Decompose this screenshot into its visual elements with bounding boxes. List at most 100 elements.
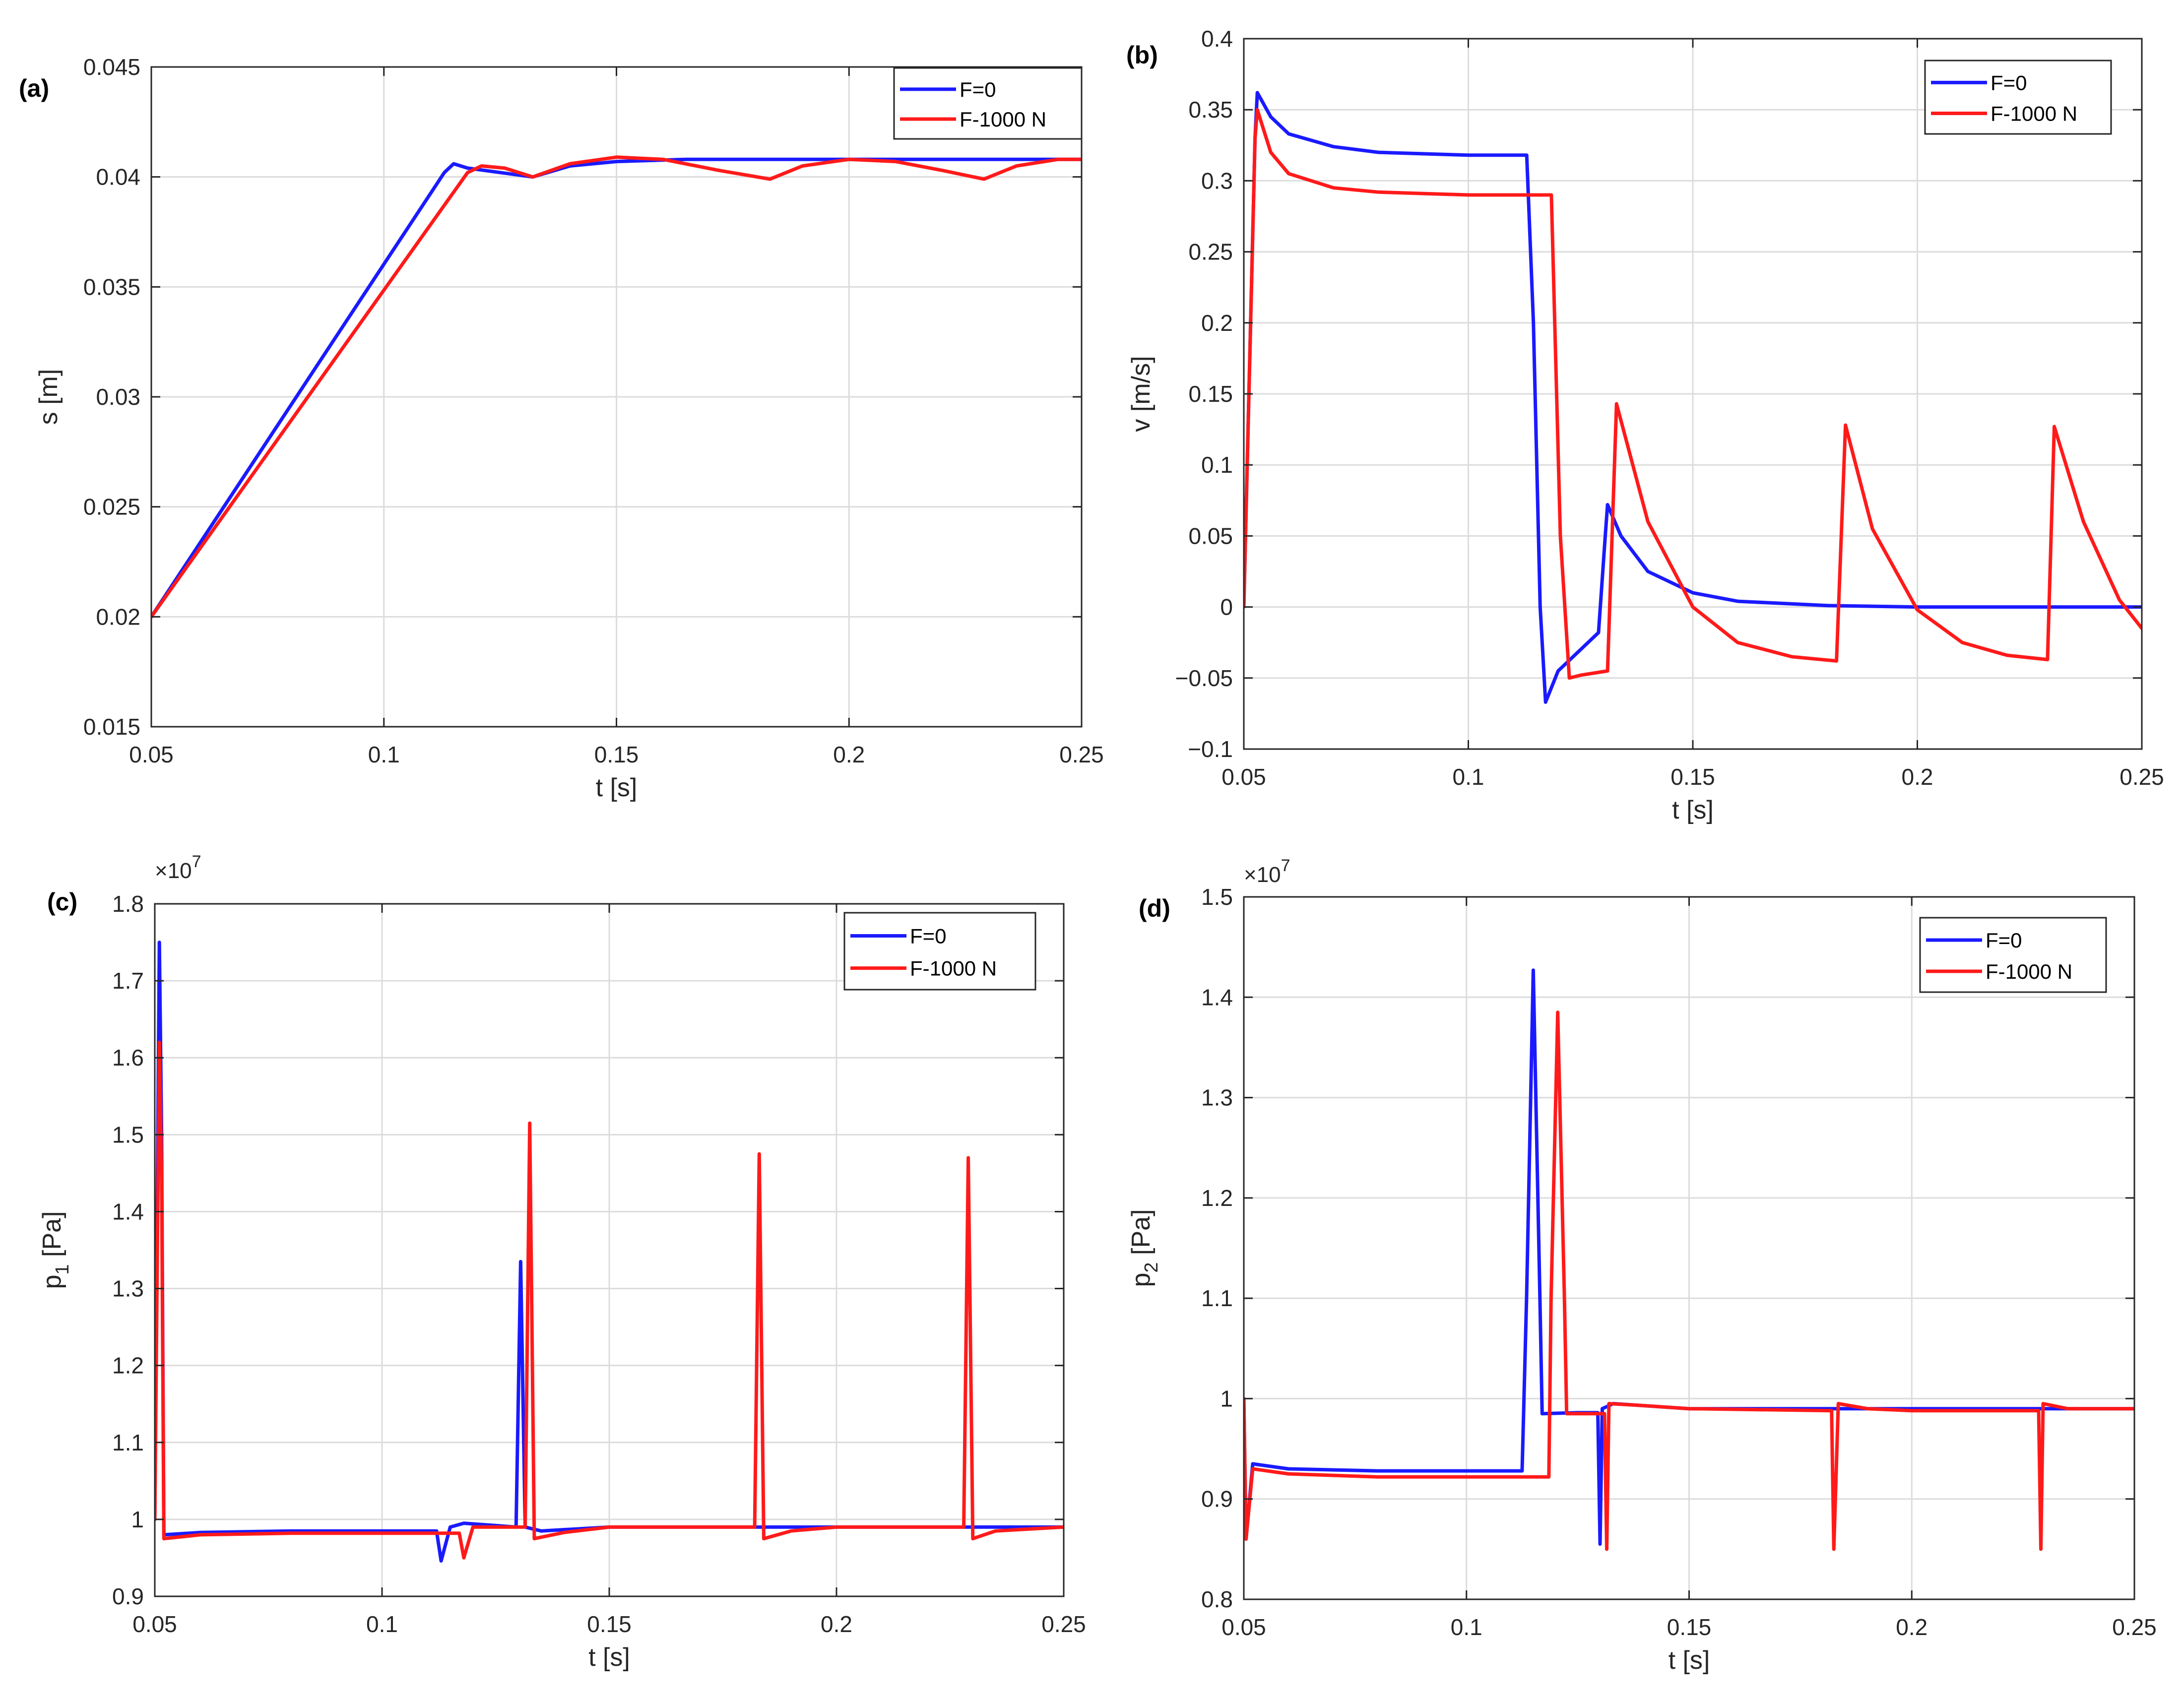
y-tick-label: 1.3	[112, 1276, 144, 1302]
x-tick-label: 0.2	[1896, 1614, 1927, 1640]
y-tick-label: 0.015	[83, 714, 140, 740]
y-axis-label: p2 [Pa]	[1127, 1209, 1162, 1287]
y-tick-label: 1.4	[1201, 984, 1233, 1010]
x-tick-label: 0.25	[1041, 1611, 1086, 1637]
y-exponent: ×107	[155, 852, 201, 883]
x-axis-label: t [s]	[596, 773, 638, 802]
legend-box	[893, 67, 1083, 140]
y-axis-label: v [m/s]	[1127, 356, 1156, 432]
legend-label: F-1000 N	[1986, 960, 2072, 983]
legend-label: F=0	[910, 925, 947, 948]
y-tick-label: 0.4	[1201, 26, 1233, 52]
x-tick-label: 0.2	[1902, 764, 1933, 790]
y-tick-label: 0.3	[1201, 168, 1233, 193]
y-tick-label: 1	[1220, 1386, 1233, 1411]
x-tick-label: 0.05	[129, 742, 174, 767]
legend-label: F-1000 N	[910, 957, 997, 980]
legend: F=0 F-1000 N	[893, 67, 1083, 140]
panel-a: 0.05 0.1 0.15 0.2 0.25 0.015 0.02 0.025 0.03 0.03…	[19, 54, 1104, 802]
y-tick-label: 1.1	[1201, 1285, 1233, 1311]
series-line-f1000	[1244, 108, 2142, 680]
legend: F=0 F-1000 N	[1919, 917, 2107, 993]
x-tick-label: 0.05	[1221, 1614, 1266, 1640]
x-tick-label: 0.15	[1670, 764, 1715, 790]
x-tick-label: 0.25	[2112, 1614, 2157, 1640]
x-tick-label: 0.05	[132, 1611, 177, 1637]
panel-label: (b)	[1126, 41, 1158, 69]
x-tick-label: 0.15	[594, 742, 639, 767]
legend-label: F=0	[960, 78, 996, 101]
y-axis-label: p1 [Pa]	[38, 1211, 73, 1289]
y-tick-label: 0.9	[1201, 1486, 1233, 1512]
legend-label: F=0	[1991, 71, 2027, 94]
exponent-base: ×10	[155, 859, 192, 883]
y-label-unit: [Pa]	[1127, 1209, 1156, 1262]
series-line-f1000	[1244, 1010, 2134, 1551]
panel-b: 0.05 0.1 0.15 0.2 0.25 −0.1 −0.05 0 0.05 0.1 0.15 0…	[1126, 26, 2164, 824]
x-tick-label: 0.15	[1667, 1614, 1712, 1640]
y-label-main: p	[38, 1275, 66, 1289]
series-line-f0	[1244, 91, 2142, 704]
y-tick-label: 0.35	[1188, 97, 1233, 123]
y-tick-label: 1	[131, 1507, 144, 1532]
x-axis-label: t [s]	[1672, 796, 1714, 824]
y-tick-label: 0.8	[1201, 1586, 1233, 1612]
x-tick-label: 0.15	[587, 1611, 632, 1637]
y-tick-label: 1.8	[112, 891, 144, 917]
panel-label: (c)	[47, 888, 77, 916]
y-tick-label: 0.035	[83, 274, 140, 300]
y-label-sub: 2	[1141, 1262, 1162, 1272]
x-tick-label: 0.25	[1059, 742, 1104, 767]
y-tick-label: 0	[1220, 594, 1233, 620]
y-tick-label: 0.04	[96, 164, 140, 190]
panel-label: (a)	[19, 74, 49, 102]
y-tick-label: 1.6	[112, 1045, 144, 1071]
y-label-main: p	[1127, 1273, 1156, 1287]
exponent-base: ×10	[1244, 863, 1281, 887]
panel-c: 0.05 0.1 0.15 0.2 0.25 0.9 1 1.1 1.2 1.3 1.4 1.5 1.6…	[38, 852, 1086, 1672]
y-label-sub: 1	[52, 1264, 73, 1274]
legend-box	[843, 912, 1036, 991]
y-tick-label: 1.7	[112, 968, 144, 994]
exponent-power: 7	[192, 852, 201, 871]
series-line-f1000	[151, 155, 1082, 619]
y-tick-label: 0.2	[1201, 310, 1233, 336]
x-tick-label: 0.2	[821, 1611, 852, 1637]
legend: F=0 F-1000 N	[843, 912, 1036, 991]
y-tick-label: 1.5	[112, 1122, 144, 1147]
y-tick-label: 1.3	[1201, 1085, 1233, 1111]
y-tick-label: 0.25	[1188, 239, 1233, 265]
x-tick-label: 0.1	[368, 742, 400, 767]
y-tick-label: −0.05	[1175, 665, 1233, 691]
legend-label: F-1000 N	[960, 108, 1046, 131]
legend-label: F-1000 N	[1991, 102, 2077, 126]
y-tick-label: −0.1	[1188, 736, 1233, 762]
x-tick-label: 0.25	[2120, 764, 2164, 790]
y-axis-label: s [m]	[34, 369, 63, 425]
x-tick-label: 0.1	[1453, 764, 1484, 790]
x-tick-label: 0.1	[366, 1611, 398, 1637]
series-line-f1000	[155, 1040, 1064, 1560]
y-tick-label: 0.9	[112, 1583, 144, 1609]
y-tick-label: 1.4	[112, 1198, 144, 1224]
y-tick-label: 0.1	[1201, 452, 1233, 478]
y-tick-label: 0.15	[1188, 381, 1233, 407]
panel-label: (d)	[1139, 894, 1170, 922]
legend-box	[1919, 917, 2107, 993]
x-tick-label: 0.2	[833, 742, 865, 767]
x-tick-label: 0.1	[1451, 1614, 1482, 1640]
x-tick-label: 0.05	[1221, 764, 1266, 790]
y-tick-label: 1.2	[112, 1353, 144, 1379]
y-tick-label: 1.2	[1201, 1185, 1233, 1211]
legend-label: F=0	[1986, 929, 2022, 952]
y-exponent: ×107	[1244, 856, 1290, 887]
y-tick-label: 0.045	[83, 54, 140, 80]
y-tick-label: 0.02	[96, 604, 140, 630]
legend-box	[1924, 60, 2112, 135]
y-label-unit: [Pa]	[38, 1211, 66, 1264]
x-axis-label: t [s]	[588, 1643, 630, 1672]
y-tick-label: 0.03	[96, 384, 140, 410]
y-tick-label: 0.05	[1188, 523, 1233, 549]
exponent-power: 7	[1281, 856, 1290, 875]
